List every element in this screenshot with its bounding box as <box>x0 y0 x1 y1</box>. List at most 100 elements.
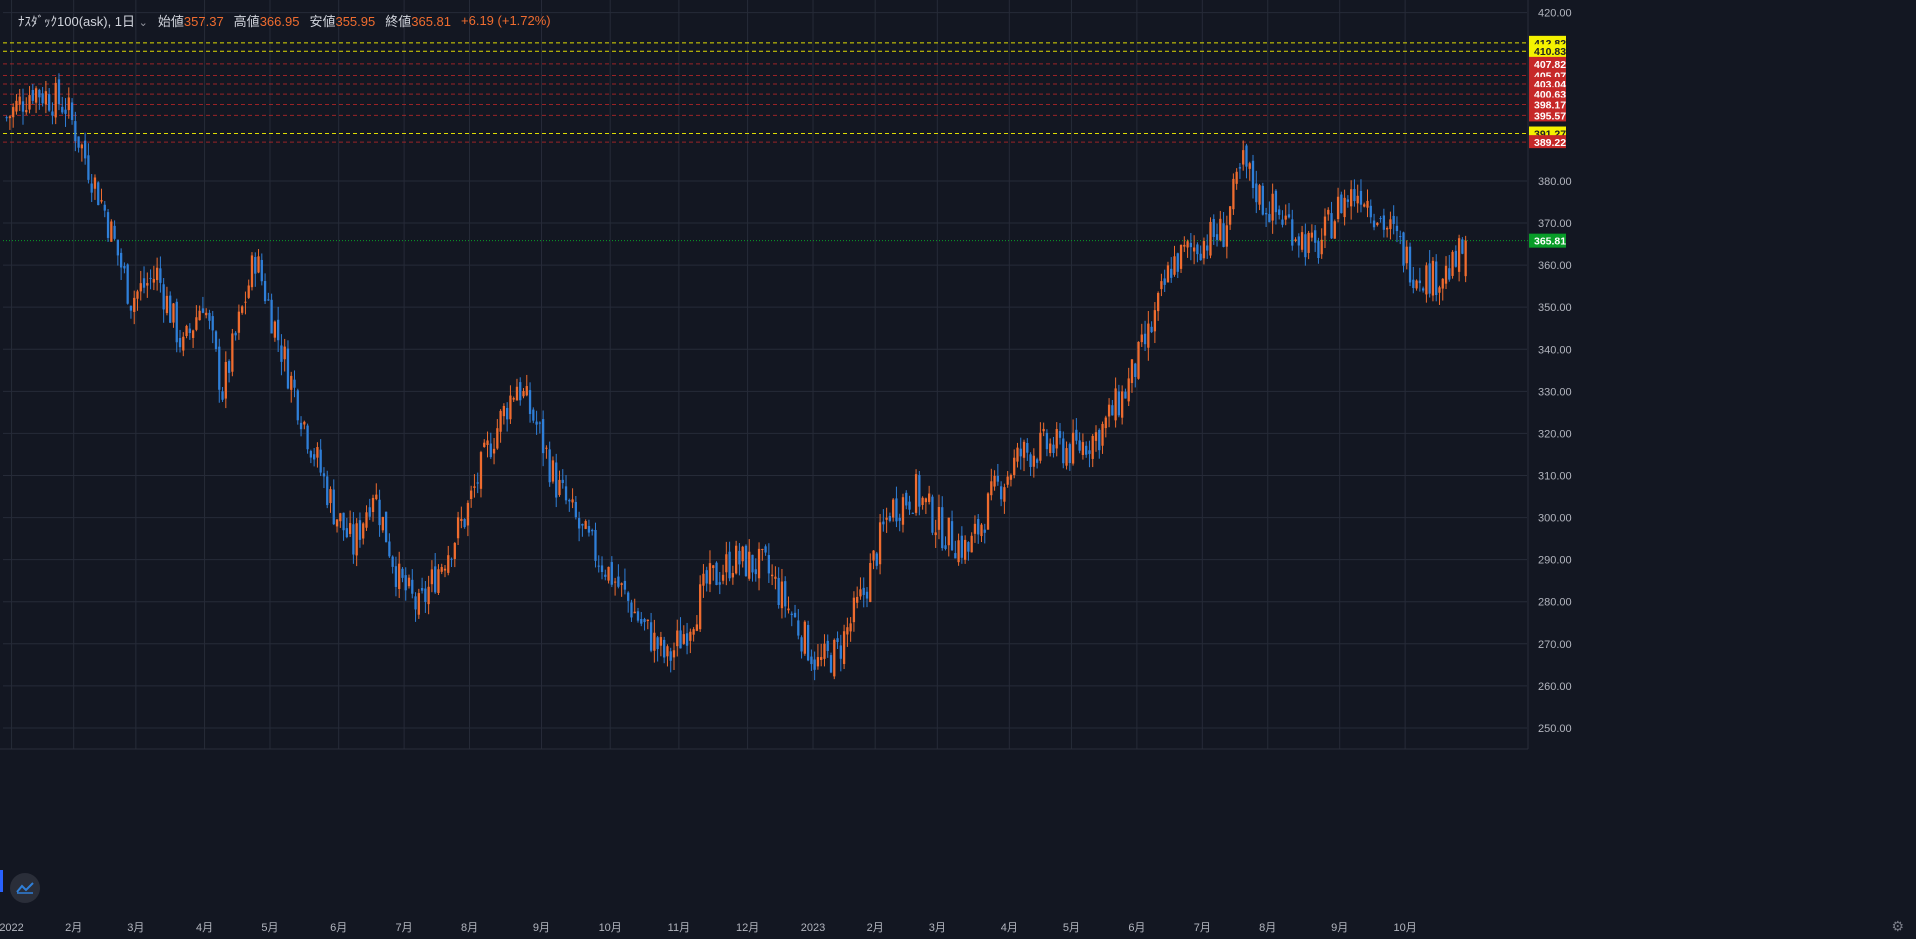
candle-body <box>460 518 463 522</box>
candle-body <box>322 473 326 477</box>
candle-body <box>1287 214 1291 218</box>
candle-body <box>980 524 983 537</box>
candle-body <box>1189 242 1193 248</box>
time-tick-label: 7月 <box>1194 922 1211 934</box>
candle-body <box>852 597 856 623</box>
candle-body <box>244 301 247 303</box>
candle-body <box>823 643 826 659</box>
candle-body <box>1238 167 1242 169</box>
level-price-label: 407.82 <box>1534 59 1566 71</box>
candle-body <box>303 421 306 425</box>
candle-body <box>967 542 970 552</box>
left-panel-tab[interactable] <box>0 870 3 892</box>
candle-body <box>918 474 921 507</box>
candle-body <box>502 405 506 417</box>
candle-body <box>1251 160 1255 188</box>
chevron-down-icon[interactable]: ⌄ <box>138 17 148 29</box>
candle-body <box>1346 199 1350 202</box>
candle-body <box>93 177 97 189</box>
candle-body <box>957 540 960 563</box>
candle-body <box>381 516 384 531</box>
symbol-interval[interactable]: ﾅｽﾀﾞｯｸ100(ask), 1日 ⌄ <box>18 14 148 29</box>
candle-body <box>685 633 689 646</box>
candle-body <box>541 419 545 454</box>
candle-body <box>816 657 820 667</box>
candle-body <box>1451 251 1454 276</box>
candle-body <box>836 638 839 643</box>
candle-body <box>708 563 712 585</box>
candle-body <box>1085 445 1088 455</box>
candle-body <box>1438 287 1441 293</box>
candle-body <box>1055 428 1058 449</box>
time-tick-label: 9月 <box>1331 922 1348 934</box>
candle-body <box>849 623 852 632</box>
candle-body <box>44 91 48 105</box>
candle-body <box>316 447 319 458</box>
candle-body <box>277 319 280 341</box>
candle-body <box>512 398 515 400</box>
candle-body <box>1264 213 1268 215</box>
settings-gear-icon[interactable]: ⚙ <box>1891 918 1904 934</box>
candle-body <box>692 629 695 635</box>
candle-body <box>1441 278 1444 289</box>
candle-body <box>5 117 8 119</box>
candle-body <box>1431 260 1435 296</box>
candle-body <box>1228 206 1232 225</box>
candle-body <box>996 475 999 482</box>
candle-body <box>963 539 967 560</box>
candle-body <box>515 386 519 401</box>
candle-body <box>394 566 398 587</box>
candle-body <box>1310 232 1314 238</box>
candle-body <box>378 499 381 526</box>
candle-body <box>87 155 90 180</box>
candle-body <box>525 386 528 396</box>
tradingview-logo-icon[interactable] <box>10 873 40 903</box>
candle-body <box>806 624 810 661</box>
candle-body <box>1065 448 1068 466</box>
price-tick-label: 350.00 <box>1538 302 1572 314</box>
candle-body <box>784 581 787 607</box>
time-tick-label: 2023 <box>801 922 825 934</box>
candle-body <box>1107 404 1111 417</box>
high-value: 366.95 <box>259 14 300 29</box>
candle-body <box>1412 279 1415 288</box>
candle-body <box>1274 190 1278 213</box>
candle-body <box>15 100 18 112</box>
candle-body <box>610 562 613 585</box>
candle-body <box>646 619 649 622</box>
candle-body <box>757 548 761 579</box>
candle-body <box>764 546 767 553</box>
candle-body <box>1042 428 1045 432</box>
candle-body <box>767 555 771 574</box>
candle-body <box>420 588 424 591</box>
candle-body <box>1294 239 1297 241</box>
candle-body <box>41 93 44 104</box>
candle-body <box>447 555 450 573</box>
time-tick-label: 2月 <box>65 922 82 934</box>
candle-body <box>669 651 672 661</box>
candle-body <box>1150 326 1153 333</box>
candle-body <box>8 116 12 119</box>
low-label: 安値 <box>309 14 336 29</box>
candle-body <box>1300 232 1304 250</box>
time-tick-label: 10月 <box>1394 922 1417 934</box>
candle-body <box>532 409 535 421</box>
candle-body <box>1088 450 1091 454</box>
candle-body <box>568 499 571 502</box>
candle-body <box>31 89 34 101</box>
candle-body <box>548 449 551 483</box>
last-price-label: 365.81 <box>1534 236 1566 248</box>
candle-body <box>699 584 702 630</box>
candle-body <box>600 565 604 572</box>
candle-body <box>195 317 198 330</box>
candle-body <box>254 256 257 274</box>
candle-body <box>185 325 188 337</box>
candle-body <box>1117 391 1121 416</box>
candle-body <box>1402 232 1405 266</box>
candle-body <box>839 645 842 659</box>
candle-body <box>895 498 898 522</box>
candle-body <box>355 523 358 556</box>
candle-body <box>1196 244 1199 255</box>
candle-body <box>280 345 283 362</box>
